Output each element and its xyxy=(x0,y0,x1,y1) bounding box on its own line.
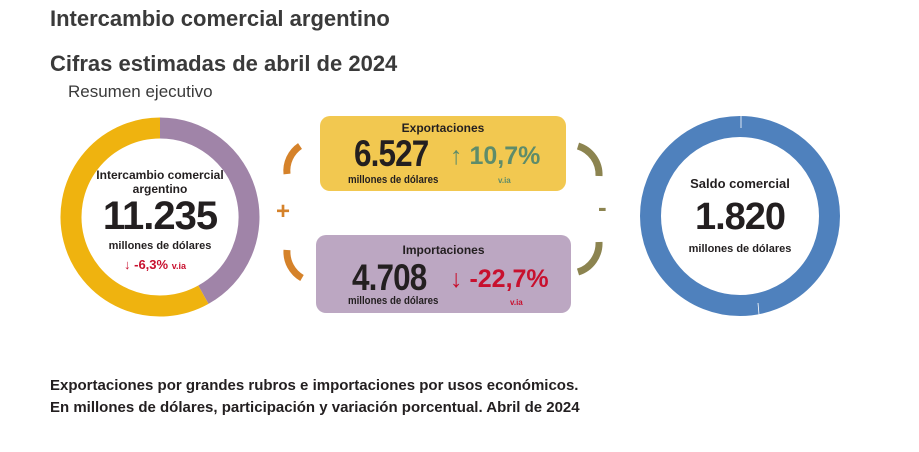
arrow-up-icon: ↑ xyxy=(450,142,463,170)
bracket-right-bottom-icon xyxy=(576,241,603,276)
importaciones-via: v.ia xyxy=(510,298,523,307)
importaciones-card: Importaciones 4.708 ↓ -22,7% millones de… xyxy=(316,235,571,313)
minus-icon: - xyxy=(598,192,607,222)
donut-segment-importaciones xyxy=(159,117,260,304)
intercambio-variation: ↓ -6,3% v.ia xyxy=(124,257,187,272)
exportaciones-unit: millones de dólares xyxy=(348,174,439,186)
importaciones-label: Importaciones xyxy=(402,243,485,257)
page-subtitle: Cifras estimadas de abril de 2024 xyxy=(50,51,398,76)
exportaciones-variation: ↑ 10,7% xyxy=(450,142,541,170)
intercambio-label: Intercambio comercial argentino xyxy=(96,168,224,196)
saldo-divider xyxy=(757,302,761,327)
intercambio-unit: millones de dólares xyxy=(108,240,212,252)
section-label: Resumen ejecutivo xyxy=(68,82,213,101)
arrow-down-icon: ↓ xyxy=(124,257,131,272)
bracket-left-bottom-icon xyxy=(283,249,304,282)
importaciones-unit: millones de dólares xyxy=(348,295,439,307)
footer-line-2: En millones de dólares, participación y … xyxy=(50,399,580,416)
bracket-right-top-icon xyxy=(576,142,603,177)
importaciones-variation: ↓ -22,7% xyxy=(450,265,549,293)
donut-segment-exportaciones xyxy=(60,117,209,317)
intercambio-value: 11.235 xyxy=(102,194,218,238)
saldo-unit: millones de dólares xyxy=(688,243,792,255)
saldo-donut xyxy=(640,116,840,316)
saldo-label: Saldo comercial xyxy=(690,176,790,191)
importaciones-value: 4.708 xyxy=(352,257,427,298)
page-title: Intercambio comercial argentino xyxy=(50,6,390,31)
exportaciones-label: Exportaciones xyxy=(401,121,485,135)
plus-icon: + xyxy=(276,198,291,225)
intercambio-donut xyxy=(60,117,260,317)
exportaciones-card: Exportaciones 6.527 ↑ 10,7% millones de … xyxy=(320,116,566,191)
saldo-value: 1.820 xyxy=(694,196,786,238)
bracket-left-top-icon xyxy=(283,143,303,175)
footer-line-1: Exportaciones por grandes rubros e impor… xyxy=(50,377,579,394)
exportaciones-via: v.ia xyxy=(498,176,511,185)
arrow-down-icon: ↓ xyxy=(450,265,463,293)
exportaciones-value: 6.527 xyxy=(354,133,429,174)
